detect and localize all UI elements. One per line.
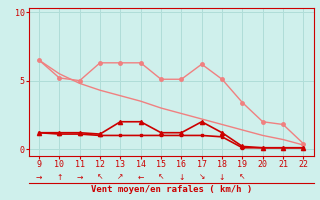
Text: ↘: ↘ — [198, 172, 205, 182]
Text: ↓: ↓ — [219, 172, 225, 182]
Text: ↖: ↖ — [97, 172, 103, 182]
Text: Vent moyen/en rafales ( km/h ): Vent moyen/en rafales ( km/h ) — [91, 185, 252, 194]
Text: ↗: ↗ — [117, 172, 124, 182]
Text: ↑: ↑ — [56, 172, 62, 182]
Text: →: → — [36, 172, 42, 182]
Text: ↖: ↖ — [239, 172, 245, 182]
Text: ←: ← — [138, 172, 144, 182]
Text: ↓: ↓ — [178, 172, 185, 182]
Text: ↖: ↖ — [158, 172, 164, 182]
Text: →: → — [76, 172, 83, 182]
